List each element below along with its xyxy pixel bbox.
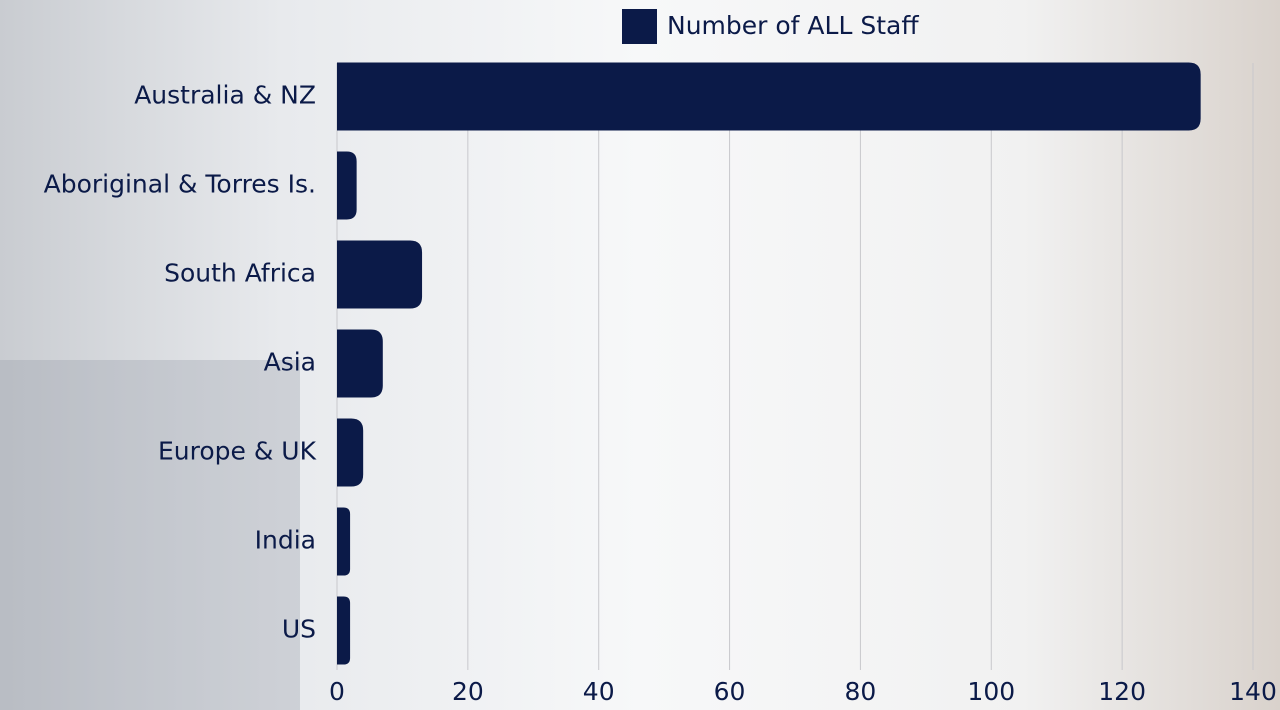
bar bbox=[337, 418, 364, 487]
x-tick-label: 100 bbox=[967, 677, 1015, 706]
y-tick-label: Asia bbox=[264, 348, 316, 377]
bar bbox=[337, 240, 423, 309]
y-tick-label: US bbox=[282, 615, 316, 644]
bar bbox=[337, 151, 357, 220]
x-tick-label: 80 bbox=[845, 677, 877, 706]
background-shape bbox=[0, 360, 300, 710]
y-tick-label: Europe & UK bbox=[158, 437, 317, 466]
x-tick-label: 60 bbox=[714, 677, 746, 706]
y-tick-label: Aboriginal & Torres Is. bbox=[44, 170, 316, 199]
x-tick-label: 140 bbox=[1229, 677, 1277, 706]
x-tick-label: 20 bbox=[452, 677, 484, 706]
bar bbox=[337, 329, 383, 398]
x-tick-label: 120 bbox=[1098, 677, 1146, 706]
y-tick-label: Australia & NZ bbox=[134, 81, 316, 110]
x-tick-label: 0 bbox=[329, 677, 345, 706]
bar bbox=[337, 507, 351, 576]
bar bbox=[337, 62, 1201, 131]
x-tick-label: 40 bbox=[583, 677, 615, 706]
y-tick-label: India bbox=[255, 526, 316, 555]
legend-label: Number of ALL Staff bbox=[667, 11, 919, 40]
bar bbox=[337, 596, 351, 665]
legend-swatch bbox=[622, 9, 657, 44]
y-tick-label: South Africa bbox=[164, 259, 316, 288]
